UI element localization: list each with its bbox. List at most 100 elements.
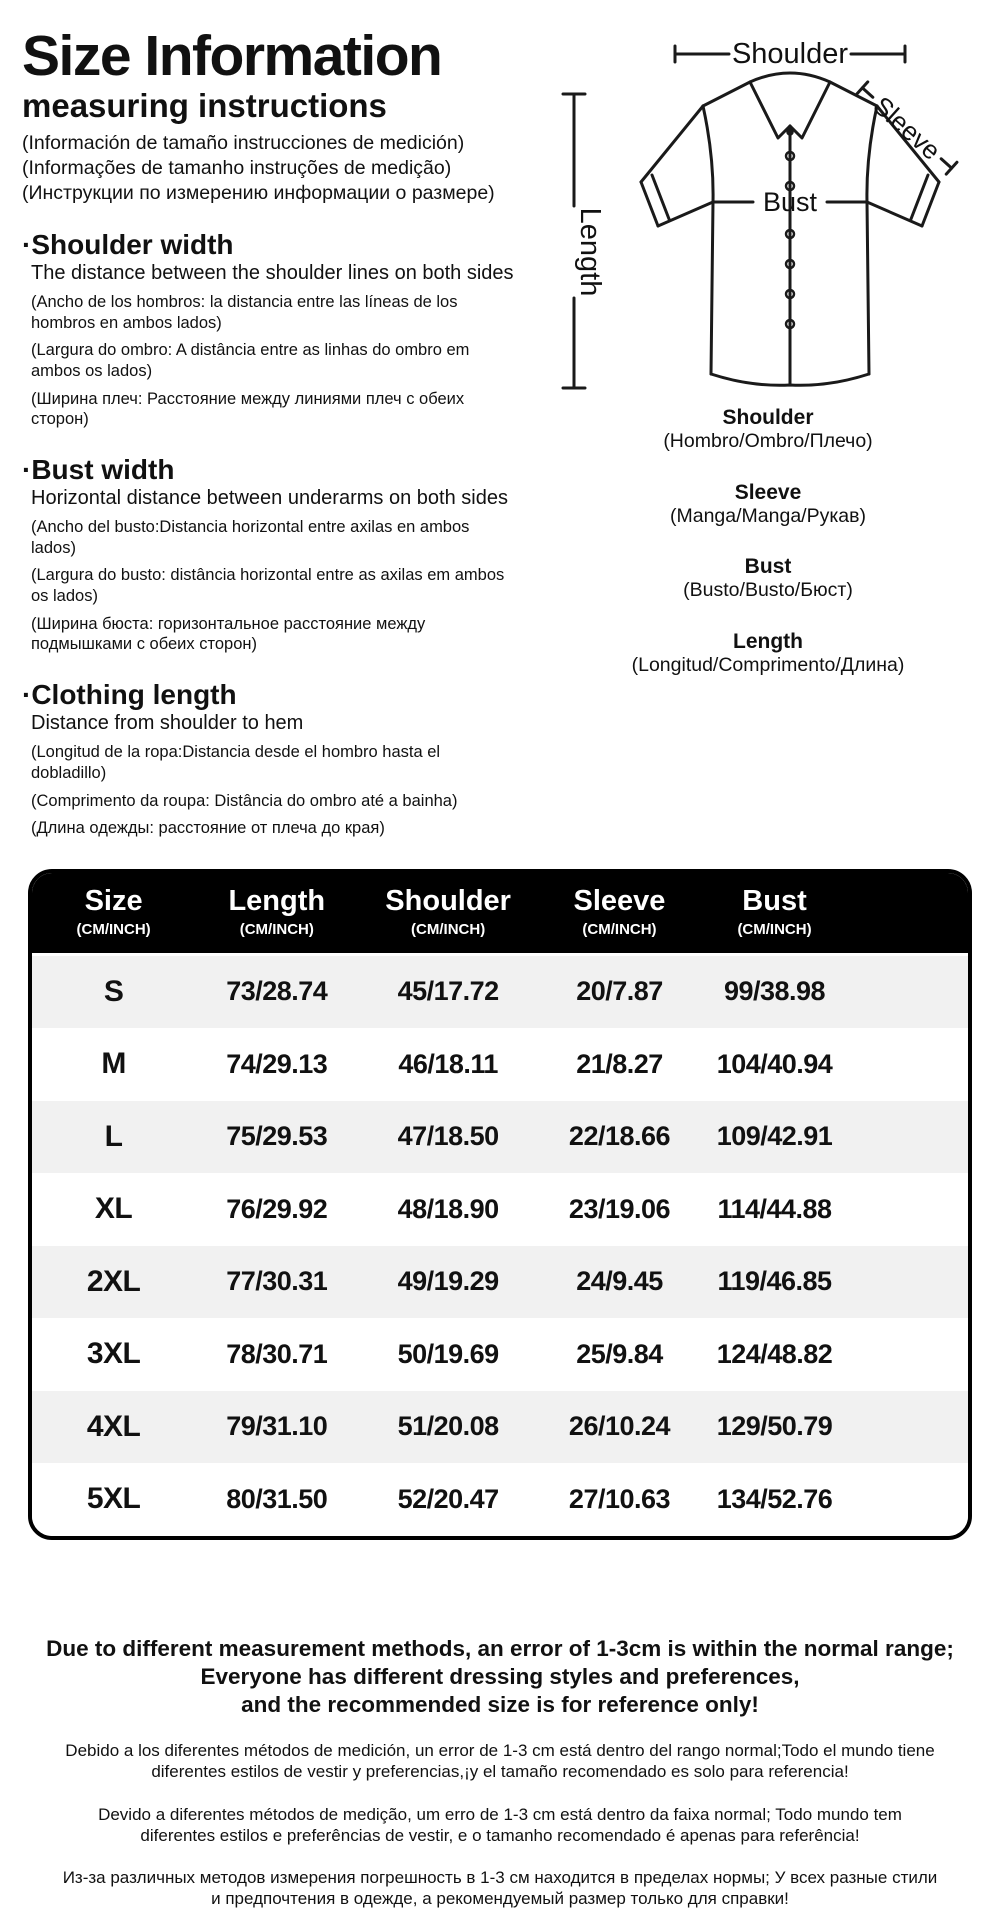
cell-size: 4XL — [86, 1409, 141, 1443]
cell-size: 3XL — [86, 1337, 141, 1371]
cell-size: S — [103, 974, 124, 1008]
cell-bust: 114/44.88 — [717, 1193, 832, 1224]
section-shoulder-desc: The distance between the shoulder lines … — [31, 262, 514, 285]
legend-name: Sleeve — [734, 480, 802, 504]
cell-shoulder: 51/20.08 — [397, 1411, 500, 1442]
cell-sleeve: 20/7.87 — [576, 976, 663, 1007]
instructions-column: Size Information measuring instructions … — [22, 28, 555, 839]
cell-sleeve: 27/10.63 — [568, 1483, 671, 1514]
table-row-s: S 73/28.74 45/17.72 20/7.87 99/38.98 — [32, 955, 968, 1029]
column-header-sleeve: Sleeve (CM/INCH) — [538, 884, 701, 938]
table-row-m: M 74/29.13 46/18.11 21/8.27 104/40.94 — [32, 1028, 968, 1101]
table-row-xl: XL 76/29.92 48/18.90 23/19.06 114/44.88 — [32, 1173, 968, 1246]
section-title-text: Clothing length — [31, 678, 237, 710]
section-length-desc: Distance from shoulder to hem — [31, 712, 304, 735]
cell-shoulder: 46/18.11 — [398, 1048, 498, 1079]
section-bust-trans-pt: (Largura do busto: distância horizontal … — [31, 566, 505, 606]
bullet-dot: · — [22, 453, 32, 485]
cell-length: 75/29.53 — [226, 1121, 328, 1152]
disclaimer-ru: Из-за различных методов измерения погреш… — [0, 1867, 1000, 1910]
table-row-l: L 75/29.53 47/18.50 22/18.66 109/42.91 — [32, 1100, 968, 1174]
legend-shoulder: Shoulder (Hombro/Ombro/Плечо) — [583, 405, 953, 454]
shirt-outline-icon — [561, 44, 959, 390]
legend-translations: (Manga/Manga/Рукав) — [670, 504, 866, 527]
disclaimer-en: Due to different measurement methods, an… — [0, 1635, 1000, 1719]
cell-shoulder: 48/18.90 — [397, 1193, 500, 1224]
cell-length: 78/30.71 — [226, 1338, 328, 1369]
disclaimer-pt-line1: Devido a diferentes métodos de medição, … — [98, 1804, 902, 1824]
top-section: Size Information measuring instructions … — [0, 0, 1000, 839]
cell-shoulder: 47/18.50 — [397, 1121, 500, 1152]
legend-bust: Bust (Busto/Busto/Бюст) — [583, 554, 953, 603]
cell-bust: 109/42.91 — [716, 1121, 833, 1152]
cell-bust: 99/38.98 — [723, 976, 826, 1007]
bullet-dot: · — [22, 678, 32, 710]
column-unit: (CM/INCH) — [239, 920, 314, 938]
subtitle-translation-es: (Información de tamaño instrucciones de … — [22, 131, 465, 154]
cell-length: 79/31.10 — [226, 1411, 328, 1442]
diagram-sleeve-label: Sleeve — [867, 90, 946, 165]
column-label: Shoulder — [385, 884, 511, 917]
column-header-shoulder: Shoulder (CM/INCH) — [358, 884, 538, 938]
legend-name: Bust — [744, 555, 792, 579]
cell-size: XL — [94, 1192, 133, 1226]
section-length-trans-pt: (Comprimento da roupa: Distância do ombr… — [31, 791, 458, 810]
section-clothing-length: ·Clothing length Distance from shoulder … — [22, 680, 555, 839]
section-shoulder-title: ·Shoulder width — [22, 228, 555, 260]
legend-translations: (Hombro/Ombro/Плечо) — [663, 430, 873, 453]
column-label: Size — [84, 884, 143, 917]
disclaimer-es-line1: Debido a los diferentes métodos de medic… — [65, 1741, 935, 1761]
section-length-trans-ru: (Длина одежды: расстояние от плеча до кр… — [31, 819, 385, 838]
cell-shoulder: 50/19.69 — [397, 1338, 500, 1369]
legend-name: Length — [733, 629, 803, 653]
cell-length: 76/29.92 — [226, 1193, 328, 1224]
disclaimer-es: Debido a los diferentes métodos de medic… — [0, 1740, 1000, 1783]
shirt-buttons-icon — [784, 128, 796, 330]
disclaimer-ru-line1: Из-за различных методов измерения погреш… — [62, 1868, 938, 1888]
cell-sleeve: 23/19.06 — [568, 1193, 671, 1224]
size-table: Size (CM/INCH) Length (CM/INCH) Shoulder… — [28, 868, 972, 1540]
legend-length: Length (Longitud/Comprimento/Длина) — [583, 629, 953, 678]
disclaimer-pt-line2: diferentes estilos e preferências de ves… — [140, 1825, 860, 1845]
table-row-5xl: 5XL 80/31.50 52/20.47 27/10.63 134/52.76 — [32, 1463, 968, 1536]
column-unit: (CM/INCH) — [76, 920, 151, 938]
legend-translations: (Longitud/Comprimento/Длина) — [631, 653, 905, 676]
subtitle-translation-ru: (Инструкции по измерению информации о ра… — [22, 181, 495, 204]
cell-sleeve: 24/9.45 — [576, 1266, 663, 1297]
cell-size: 2XL — [86, 1264, 141, 1298]
page-subtitle: measuring instructions — [22, 87, 387, 124]
cell-length: 77/30.31 — [226, 1266, 328, 1297]
disclaimer-pt: Devido a diferentes métodos de medição, … — [0, 1804, 1000, 1847]
cell-sleeve: 25/9.84 — [576, 1338, 663, 1369]
cell-bust: 119/46.85 — [717, 1266, 832, 1297]
section-shoulder-trans-es: (Ancho de los hombros: la distancia entr… — [31, 293, 458, 332]
table-row-2xl: 2XL 77/30.31 49/19.29 24/9.45 119/46.85 — [32, 1245, 968, 1319]
cell-sleeve: 22/18.66 — [568, 1121, 671, 1152]
diagram-column: Shoulder Bust Sleeve Length Shoulder (Ho… — [555, 28, 1000, 839]
cell-shoulder: 45/17.72 — [397, 976, 500, 1007]
diagram-length-label: Length — [574, 208, 606, 297]
legend-name: Shoulder — [722, 406, 814, 429]
subtitle-translation-pt: (Informações de tamanho instruções de me… — [22, 156, 452, 179]
cell-sleeve: 26/10.24 — [568, 1411, 671, 1442]
section-title-text: Bust width — [31, 453, 175, 485]
section-bust-desc: Horizontal distance between underarms on… — [31, 487, 508, 510]
section-bust-trans-ru: (Ширина бюста: горизонтальное расстояние… — [31, 614, 426, 654]
size-table-header: Size (CM/INCH) Length (CM/INCH) Shoulder… — [32, 872, 968, 956]
section-shoulder-trans-pt: (Largura do ombro: A distância entre as … — [31, 341, 470, 380]
disclaimer-en-line1: Due to different measurement methods, an… — [46, 1635, 954, 1661]
diagram-legend: Shoulder (Hombro/Ombro/Плечо) Sleeve (Ma… — [583, 405, 953, 677]
section-title-text: Shoulder width — [31, 228, 234, 260]
shirt-measurement-diagram: Shoulder Bust Sleeve Length — [561, 38, 959, 390]
cell-bust: 124/48.82 — [716, 1338, 833, 1369]
disclaimer-en-line3: and the recommended size is for referenc… — [241, 1691, 759, 1717]
column-label: Sleeve — [573, 884, 666, 917]
column-header-length: Length (CM/INCH) — [195, 885, 358, 938]
cell-bust: 104/40.94 — [716, 1048, 833, 1079]
bullet-dot: · — [22, 228, 32, 260]
column-header-bust: Bust (CM/INCH) — [701, 884, 848, 938]
column-label: Bust — [742, 884, 807, 917]
disclaimer-es-line2: diferentes estilos de vestir y preferenc… — [151, 1762, 849, 1782]
cell-shoulder: 49/19.29 — [397, 1266, 500, 1297]
